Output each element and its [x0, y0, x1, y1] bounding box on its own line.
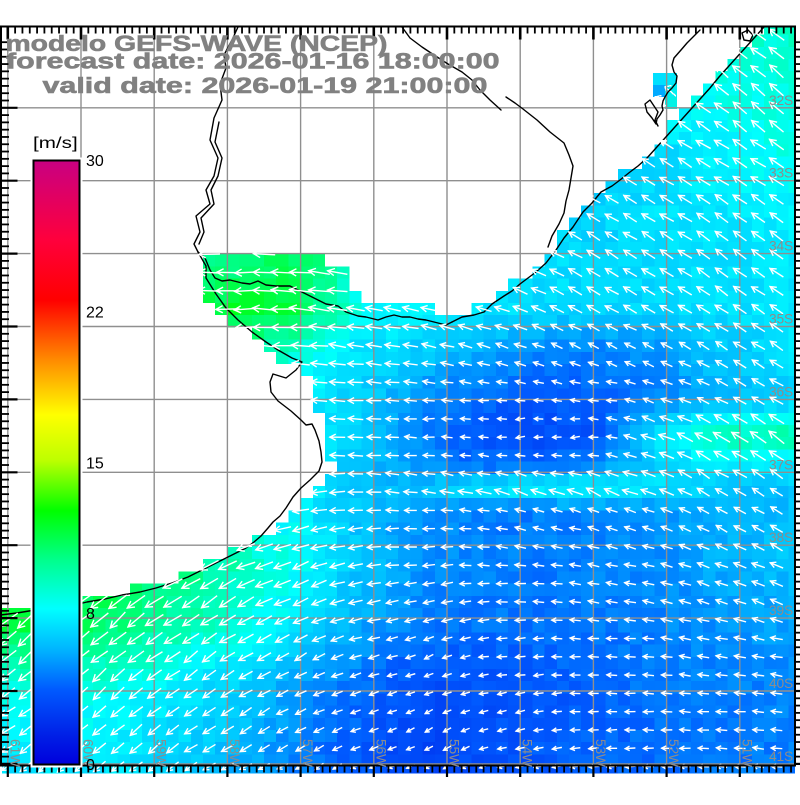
svg-text:41S: 41S — [769, 749, 793, 764]
svg-text:valid date: 2026-01-19 21:00:0: valid date: 2026-01-19 21:00:00 — [42, 73, 487, 98]
svg-text:38S: 38S — [769, 530, 793, 545]
svg-text:0: 0 — [86, 757, 95, 774]
svg-text:32S: 32S — [769, 93, 793, 108]
svg-text:36S: 36S — [769, 384, 793, 399]
svg-text:30: 30 — [86, 153, 104, 170]
svg-text:52W: 52W — [666, 739, 681, 767]
svg-text:54W: 54W — [520, 739, 535, 767]
svg-text:34S: 34S — [769, 239, 793, 254]
svg-text:53W: 53W — [593, 739, 608, 767]
svg-text:56W: 56W — [373, 739, 388, 767]
svg-text:[m/s]: [m/s] — [33, 133, 78, 151]
svg-text:60W: 60W — [81, 739, 96, 767]
svg-text:51W: 51W — [739, 739, 754, 767]
svg-text:37S: 37S — [769, 457, 793, 472]
svg-text:8: 8 — [86, 606, 95, 623]
svg-text:39S: 39S — [769, 603, 793, 618]
svg-text:33S: 33S — [769, 166, 793, 181]
svg-text:55W: 55W — [447, 739, 462, 767]
svg-text:22: 22 — [86, 305, 104, 322]
svg-text:58W: 58W — [227, 739, 242, 767]
svg-text:modelo GEFS-WAVE (NCEP): modelo GEFS-WAVE (NCEP) — [5, 32, 387, 56]
svg-text:35S: 35S — [769, 312, 793, 327]
svg-text:61W: 61W — [7, 739, 22, 767]
svg-text:59W: 59W — [154, 739, 169, 767]
svg-text:57W: 57W — [300, 739, 315, 767]
svg-text:forecast date: 2026-01-16 18:0: forecast date: 2026-01-16 18:00:00 — [6, 49, 500, 74]
svg-text:40S: 40S — [769, 676, 793, 691]
svg-text:15: 15 — [86, 456, 104, 473]
